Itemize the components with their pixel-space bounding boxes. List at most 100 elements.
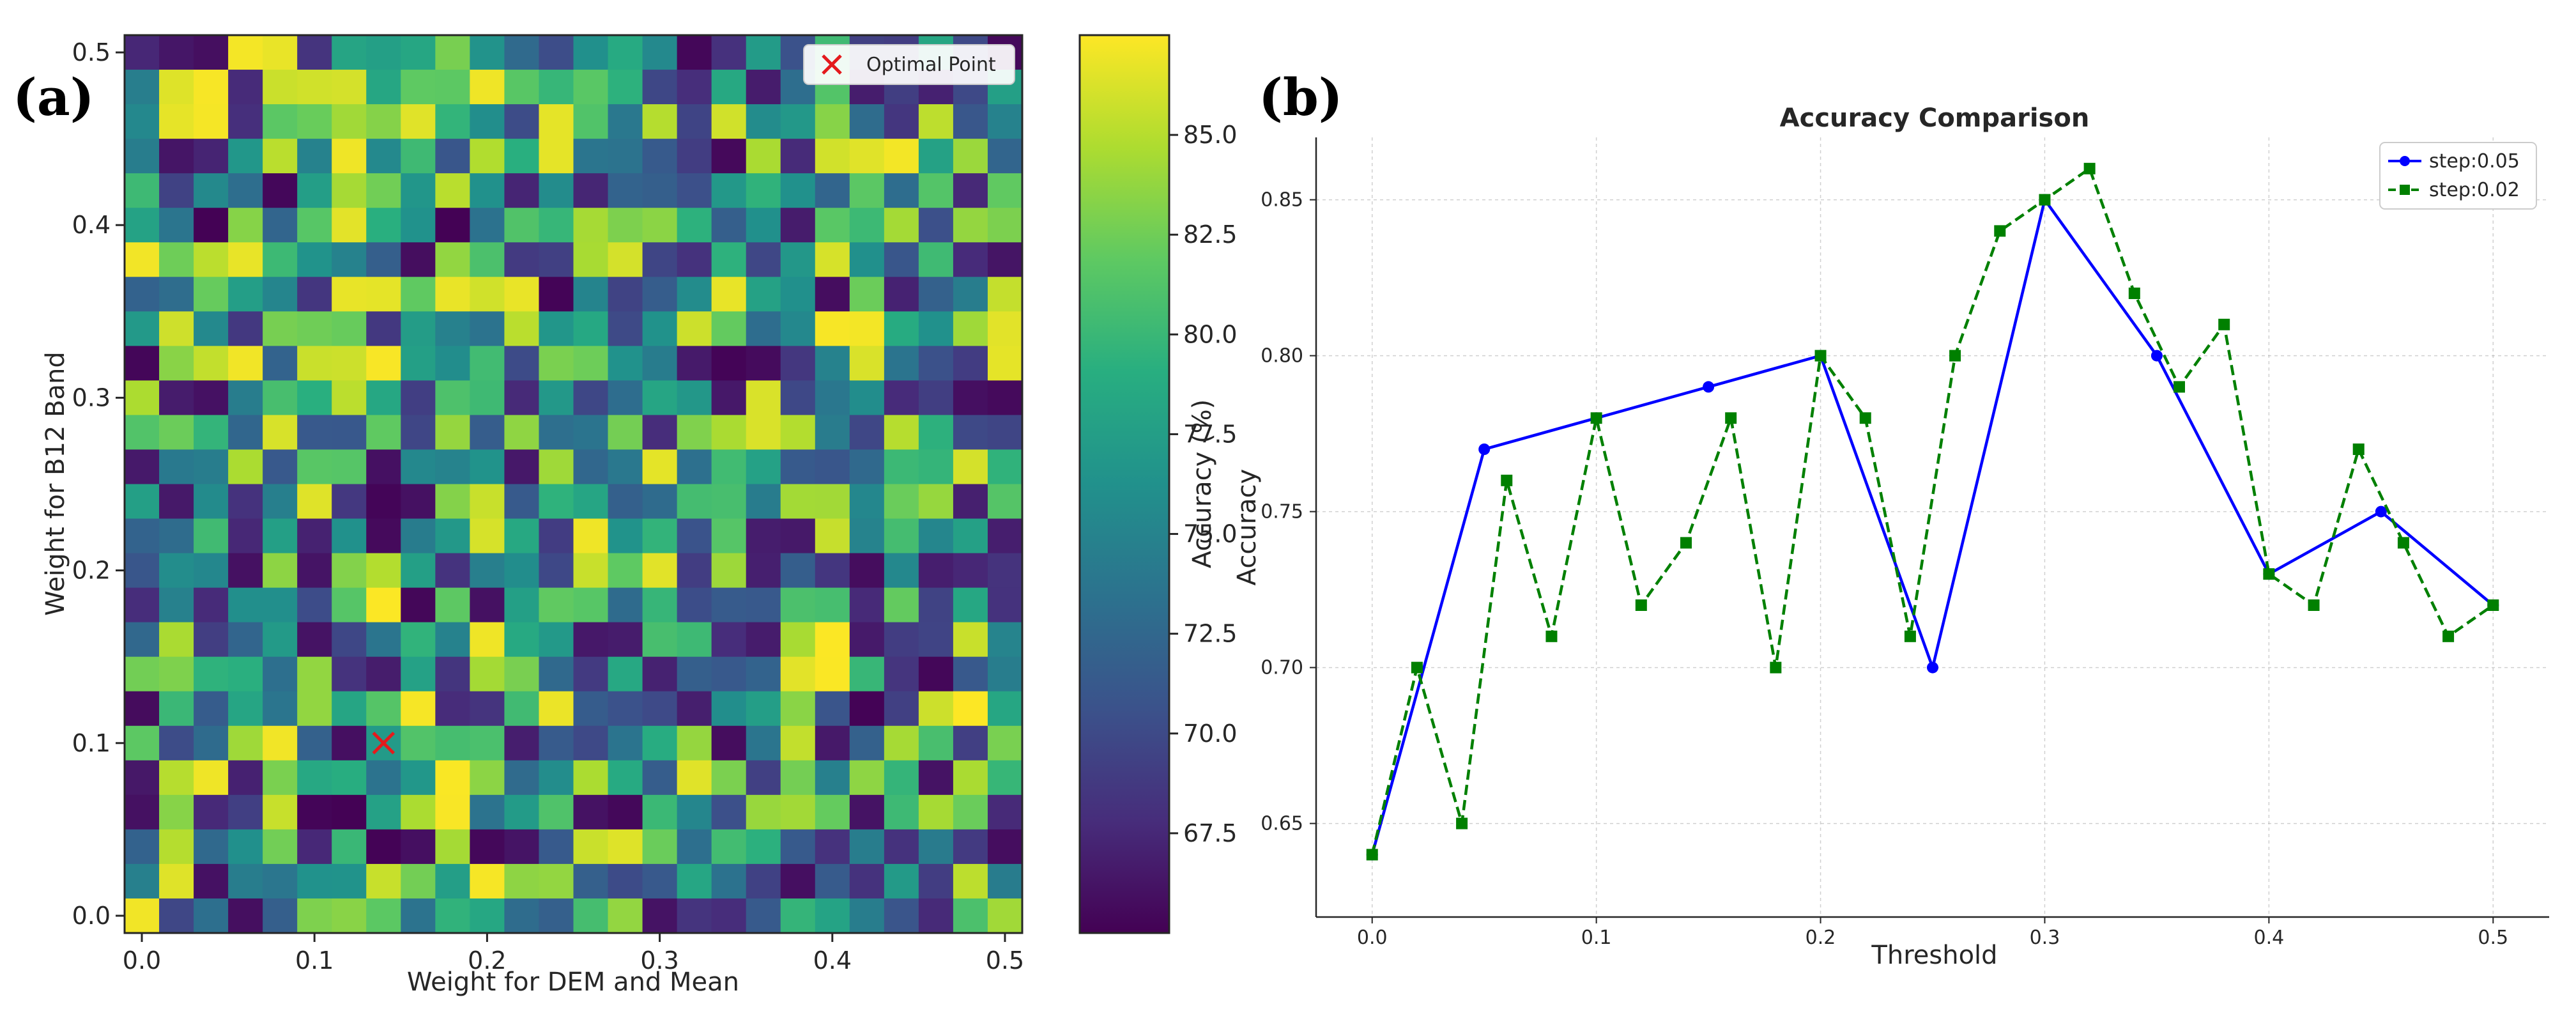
heatmap-cell (297, 863, 332, 899)
heatmap-cell (297, 346, 332, 381)
heatmap-cell (470, 622, 505, 658)
heatmap-cell (539, 346, 574, 381)
heatmap-cell (711, 553, 747, 589)
heatmap-cell (332, 173, 367, 208)
heatmap-cell (401, 139, 436, 174)
heatmap-cell (159, 70, 194, 105)
heatmap-cell (815, 208, 850, 243)
heatmap-cell (918, 829, 954, 865)
heatmap-x-axis-label: Weight for DEM and Mean (407, 968, 739, 997)
heatmap-cell (677, 35, 712, 70)
data-point (1545, 630, 1558, 642)
heatmap-cell (194, 760, 229, 796)
heatmap-cell (953, 691, 988, 727)
heatmap-cell (366, 173, 401, 208)
heatmap-x-tick-label: 0.2 (468, 946, 506, 975)
heatmap-cell (953, 173, 988, 208)
heatmap-cell (849, 380, 885, 416)
heatmap-cell (366, 277, 401, 312)
heatmap-cell (435, 622, 470, 658)
heatmap-cell (608, 725, 643, 761)
heatmap-cell (159, 173, 194, 208)
data-point (2039, 194, 2051, 206)
heatmap-cell (366, 553, 401, 589)
heatmap-cell (194, 242, 229, 277)
heatmap-cell (470, 208, 505, 243)
heatmap-cell (987, 553, 1023, 589)
heatmap-cell (815, 311, 850, 346)
heatmap-cell (849, 691, 885, 727)
heatmap-cell (504, 691, 540, 727)
heatmap-cell (263, 622, 298, 658)
heatmap-cell (297, 829, 332, 865)
heatmap-cell (297, 760, 332, 796)
heatmap-cell (539, 829, 574, 865)
data-point (2375, 505, 2387, 518)
heatmap-cell (711, 139, 747, 174)
heatmap-cell (332, 760, 367, 796)
heatmap-cell (263, 139, 298, 174)
heatmap-cell (608, 380, 643, 416)
heatmap-cell (332, 725, 367, 761)
heatmap-cell (987, 587, 1023, 623)
heatmap-cell (780, 829, 816, 865)
heatmap-cell (642, 70, 678, 105)
heatmap-cell (125, 139, 160, 174)
heatmap-cell (711, 829, 747, 865)
heatmap-cell (815, 484, 850, 520)
heatmap-cell (953, 415, 988, 451)
heatmap-cell (918, 104, 954, 139)
heatmap-cell (884, 139, 919, 174)
heatmap-cell (608, 70, 643, 105)
heatmap-cell (435, 139, 470, 174)
heatmap-cell (125, 691, 160, 727)
heatmap-cell (194, 794, 229, 830)
heatmap-cell (918, 449, 954, 485)
heatmap-cell (953, 139, 988, 174)
heatmap-cell (366, 518, 401, 554)
heatmap-cell (332, 346, 367, 381)
heatmap-cell (194, 829, 229, 865)
heatmap-cell (884, 173, 919, 208)
colorbar-gradient (1078, 34, 1170, 934)
heatmap-cell (401, 863, 436, 899)
heatmap-cell (780, 173, 816, 208)
heatmap-cell (504, 829, 540, 865)
heatmap-cell (435, 173, 470, 208)
heatmap-cell (918, 277, 954, 312)
heatmap-cell (608, 104, 643, 139)
heatmap-cell (608, 863, 643, 899)
heatmap-cell (297, 518, 332, 554)
heatmap-cell (573, 208, 609, 243)
heatmap-cell (435, 104, 470, 139)
heatmap-cell (573, 587, 609, 623)
heatmap-cell (711, 760, 747, 796)
heatmap-cell (194, 691, 229, 727)
heatmap-cell (159, 898, 194, 934)
heatmap-cell (780, 898, 816, 934)
heatmap-cell (815, 829, 850, 865)
heatmap-cell (228, 173, 263, 208)
heatmap-cell (194, 449, 229, 485)
heatmap-cell (780, 277, 816, 312)
heatmap-cell (746, 829, 781, 865)
heatmap-cell (159, 691, 194, 727)
heatmap-cell (711, 70, 747, 105)
heatmap-cell (608, 242, 643, 277)
heatmap-cell (435, 311, 470, 346)
heatmap-cell (125, 622, 160, 658)
heatmap-cell (332, 35, 367, 70)
heatmap-cell (573, 898, 609, 934)
heatmap-cell (884, 725, 919, 761)
heatmap-cell (987, 449, 1023, 485)
heatmap-cell (884, 553, 919, 589)
heatmap-cell (573, 829, 609, 865)
heatmap-cell (746, 898, 781, 934)
heatmap-cell (263, 70, 298, 105)
heatmap-cell (573, 518, 609, 554)
heatmap-cell (401, 622, 436, 658)
heatmap-cell (573, 725, 609, 761)
heatmap-cell (987, 415, 1023, 451)
heatmap-cell (849, 208, 885, 243)
heatmap-cell (677, 691, 712, 727)
